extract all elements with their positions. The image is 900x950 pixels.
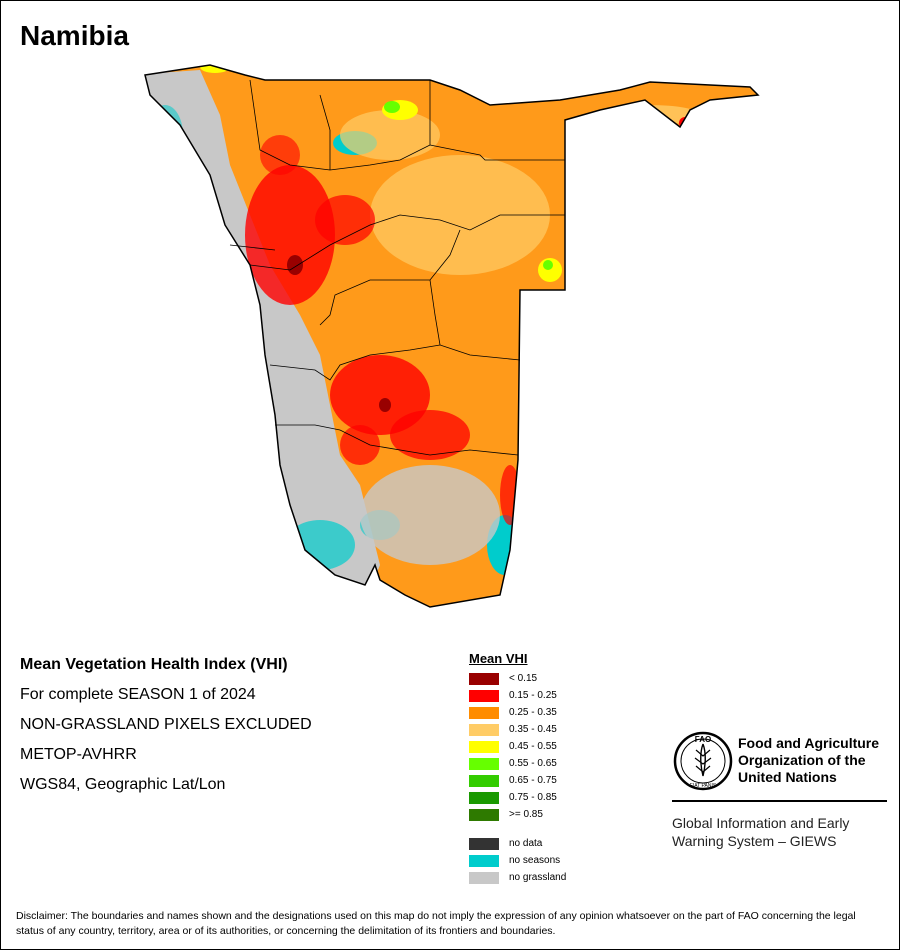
- sensor-line: METOP-AVHRR: [20, 746, 137, 763]
- projection-line: WGS84, Geographic Lat/Lon: [20, 776, 226, 793]
- legend-class-swatch: [469, 740, 499, 753]
- org-line-2: Organization of the: [738, 752, 866, 768]
- legend-class-swatch: [469, 791, 499, 804]
- legend-class-swatch: [469, 706, 499, 719]
- legend-class-label: 0.35 - 0.45: [509, 724, 557, 735]
- legend-class-label: 0.25 - 0.35: [509, 707, 557, 718]
- legend-class-row: < 0.15: [469, 670, 649, 687]
- giews-line-1: Global Information and Early: [672, 815, 850, 831]
- legend-class-swatch: [469, 808, 499, 821]
- org-line-3: United Nations: [738, 769, 837, 785]
- legend-class-label: 0.45 - 0.55: [509, 741, 557, 752]
- legend-class-label: 0.65 - 0.75: [509, 775, 557, 786]
- country-border: [144, 64, 760, 608]
- org-line-1: Food and Agriculture: [738, 735, 880, 751]
- legend-extra-label: no data: [509, 838, 543, 849]
- legend-class-row: 0.75 - 0.85: [469, 789, 649, 806]
- giews-line-2: Warning System – GIEWS: [672, 833, 837, 849]
- legend-extra-label: no grassland: [509, 872, 567, 883]
- legend: Mean VHI < 0.15 0.15 - 0.25 0.25 - 0.35 0.3…: [469, 651, 649, 886]
- fao-org-name: Food and Agriculture Organization of the…: [738, 735, 898, 786]
- legend-class-swatch: [469, 672, 499, 685]
- legend-extra-row: no seasons: [469, 852, 649, 869]
- legend-class-row: 0.55 - 0.65: [469, 755, 649, 772]
- legend-extra: no data no seasons no grassland: [469, 835, 649, 886]
- legend-extra-row: no data: [469, 835, 649, 852]
- map-info: Mean Vegetation Health Index (VHI) For c…: [20, 656, 440, 806]
- legend-class-row: 0.65 - 0.75: [469, 772, 649, 789]
- season-line: For complete SEASON 1 of 2024: [20, 686, 256, 703]
- legend-class-row: 0.45 - 0.55: [469, 738, 649, 755]
- legend-extra-row: no grassland: [469, 869, 649, 886]
- legend-class-swatch: [469, 757, 499, 770]
- legend-class-swatch: [469, 689, 499, 702]
- legend-class-label: >= 0.85: [509, 809, 543, 820]
- legend-class-row: 0.15 - 0.25: [469, 687, 649, 704]
- namibia-map-svg: [144, 64, 760, 608]
- country-title: Namibia: [20, 20, 129, 51]
- emblem-top-text: FAO: [695, 735, 711, 744]
- legend-class-row: 0.35 - 0.45: [469, 721, 649, 738]
- legend-class-label: < 0.15: [509, 673, 538, 684]
- legend-extra-swatch: [469, 871, 499, 884]
- legend-class-label: 0.55 - 0.65: [509, 758, 557, 769]
- legend-class-label: 0.75 - 0.85: [509, 792, 557, 803]
- exclusion-note: NON-GRASSLAND PIXELS EXCLUDED: [20, 716, 312, 733]
- legend-class-label: 0.15 - 0.25: [509, 690, 557, 701]
- emblem-bottom-text: FIAT PANIS: [690, 783, 717, 789]
- legend-class-swatch: [469, 723, 499, 736]
- region-borders: [229, 79, 565, 456]
- fao-emblem-icon: FAO FIAT PANIS: [673, 731, 733, 791]
- vhi-map: [130, 55, 770, 615]
- legend-title: Mean VHI: [469, 651, 528, 666]
- logo-divider: [672, 800, 887, 802]
- map-title: Mean Vegetation Health Index (VHI): [20, 656, 288, 673]
- legend-class-row: 0.25 - 0.35: [469, 704, 649, 721]
- legend-extra-swatch: [469, 854, 499, 867]
- giews-name: Global Information and Early Warning Sys…: [672, 814, 887, 850]
- disclaimer: Disclaimer: The boundaries and names sho…: [16, 910, 856, 937]
- legend-class-swatch: [469, 774, 499, 787]
- legend-class-row: >= 0.85: [469, 806, 649, 823]
- legend-extra-label: no seasons: [509, 855, 561, 866]
- legend-classes: < 0.15 0.15 - 0.25 0.25 - 0.35 0.35 - 0.45 0…: [469, 670, 649, 823]
- vhi-raster: [145, 65, 758, 607]
- legend-extra-swatch: [469, 837, 499, 850]
